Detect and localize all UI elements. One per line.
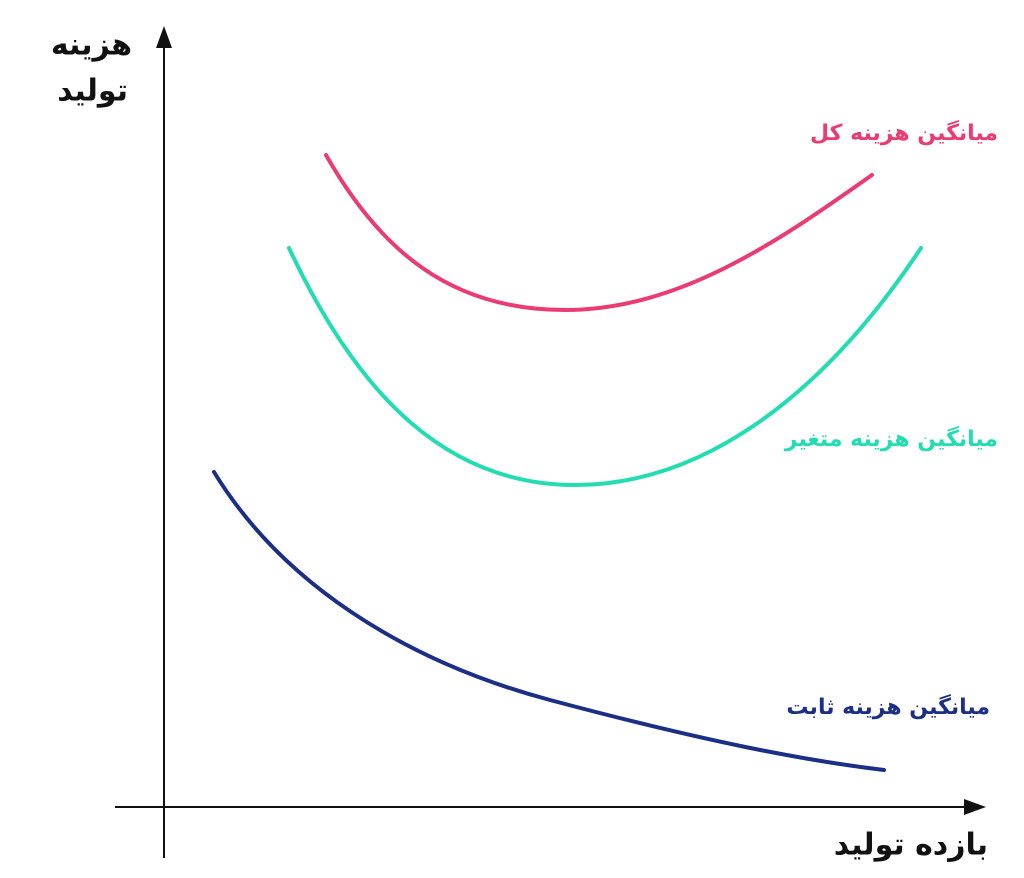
curve-label: میانگین هزینه ثابت xyxy=(786,693,990,720)
x-axis-arrow xyxy=(964,799,986,815)
y-axis-arrow xyxy=(156,26,172,48)
fixed-cost-curve xyxy=(212,470,886,772)
x-axis-label: بازده تولید xyxy=(834,828,988,863)
y-axis-label: تولید xyxy=(57,74,128,109)
total-cost-curve xyxy=(324,153,874,313)
y-axis-label: هزینه xyxy=(51,28,132,63)
variable-cost-curve xyxy=(287,246,923,488)
curve-label: میانگین هزینه کل xyxy=(810,119,998,146)
curve-label: میانگین هزینه متغیر xyxy=(784,425,998,452)
